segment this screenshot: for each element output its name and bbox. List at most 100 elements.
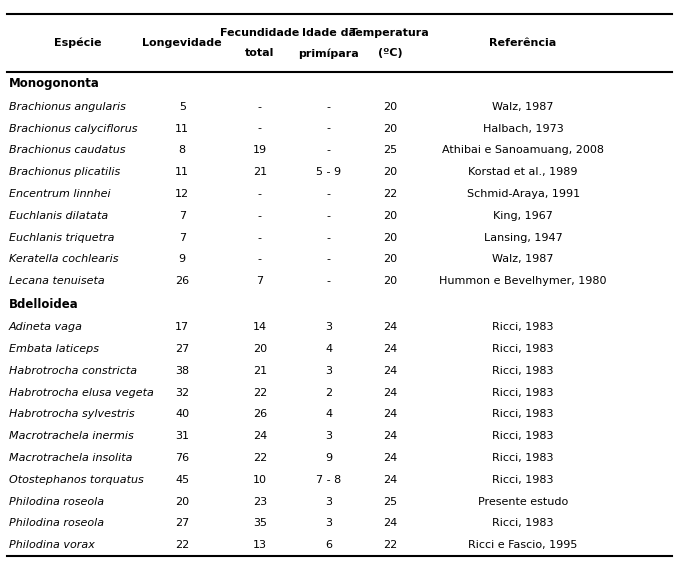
Text: 20: 20: [253, 344, 267, 354]
Text: Halbach, 1973: Halbach, 1973: [483, 123, 564, 134]
Text: Ricci, 1983: Ricci, 1983: [492, 387, 554, 398]
Text: 25: 25: [383, 497, 397, 507]
Text: 5 - 9: 5 - 9: [316, 167, 342, 177]
Text: Temperatura: Temperatura: [350, 28, 430, 38]
Text: 32: 32: [176, 387, 189, 398]
Text: 3: 3: [325, 431, 332, 441]
Text: 38: 38: [176, 366, 189, 376]
Text: Euchlanis triquetra: Euchlanis triquetra: [9, 232, 114, 243]
Text: -: -: [258, 254, 262, 265]
Text: Ricci, 1983: Ricci, 1983: [492, 453, 554, 463]
Text: 76: 76: [176, 453, 189, 463]
Text: 3: 3: [325, 366, 332, 376]
Text: -: -: [327, 123, 331, 134]
Text: 2: 2: [325, 387, 332, 398]
Text: 22: 22: [252, 387, 267, 398]
Text: Korstad et al., 1989: Korstad et al., 1989: [468, 167, 578, 177]
Text: 24: 24: [383, 409, 398, 420]
Text: 24: 24: [383, 475, 398, 485]
Text: -: -: [327, 254, 331, 265]
Text: 7: 7: [179, 232, 186, 243]
Text: 13: 13: [253, 540, 267, 550]
Text: 9: 9: [179, 254, 186, 265]
Text: Brachionus plicatilis: Brachionus plicatilis: [9, 167, 120, 177]
Text: Bdelloidea: Bdelloidea: [9, 298, 78, 311]
Text: 17: 17: [176, 322, 189, 332]
Text: 20: 20: [383, 102, 397, 112]
Text: 20: 20: [383, 167, 397, 177]
Text: Lansing, 1947: Lansing, 1947: [484, 232, 562, 243]
Text: 20: 20: [383, 276, 397, 286]
Text: 9: 9: [325, 453, 332, 463]
Text: 6: 6: [325, 540, 332, 550]
Text: -: -: [258, 123, 262, 134]
Text: 20: 20: [383, 211, 397, 221]
Text: Keratella cochlearis: Keratella cochlearis: [9, 254, 118, 265]
Text: 20: 20: [176, 497, 189, 507]
Text: -: -: [327, 211, 331, 221]
Text: Habrotrocha constricta: Habrotrocha constricta: [9, 366, 137, 376]
Text: 20: 20: [383, 123, 397, 134]
Text: Hummon e Bevelhymer, 1980: Hummon e Bevelhymer, 1980: [439, 276, 607, 286]
Text: Philodina roseola: Philodina roseola: [9, 497, 104, 507]
Text: -: -: [327, 189, 331, 199]
Text: -: -: [258, 102, 262, 112]
Text: 8: 8: [179, 145, 186, 156]
Text: 14: 14: [253, 322, 267, 332]
Text: 24: 24: [383, 431, 398, 441]
Text: Philodina roseola: Philodina roseola: [9, 518, 104, 529]
Text: Brachionus calyciflorus: Brachionus calyciflorus: [9, 123, 137, 134]
Text: total: total: [245, 48, 275, 59]
Text: 26: 26: [176, 276, 189, 286]
Text: 4: 4: [325, 409, 332, 420]
Text: -: -: [258, 211, 262, 221]
Text: Ricci, 1983: Ricci, 1983: [492, 409, 554, 420]
Text: 24: 24: [383, 518, 398, 529]
Text: 3: 3: [325, 497, 332, 507]
Text: 22: 22: [383, 540, 398, 550]
Text: -: -: [327, 102, 331, 112]
Text: Ricci e Fascio, 1995: Ricci e Fascio, 1995: [468, 540, 578, 550]
Text: (ºC): (ºC): [378, 48, 402, 59]
Text: 24: 24: [383, 322, 398, 332]
Text: 3: 3: [325, 518, 332, 529]
Text: Brachionus angularis: Brachionus angularis: [9, 102, 126, 112]
Text: 7: 7: [256, 276, 263, 286]
Text: Walz, 1987: Walz, 1987: [492, 102, 554, 112]
Text: Lecana tenuiseta: Lecana tenuiseta: [9, 276, 105, 286]
Text: -: -: [327, 232, 331, 243]
Text: Otostephanos torquatus: Otostephanos torquatus: [9, 475, 144, 485]
Text: Idade da: Idade da: [302, 28, 356, 38]
Text: King, 1967: King, 1967: [493, 211, 553, 221]
Text: Ricci, 1983: Ricci, 1983: [492, 344, 554, 354]
Text: -: -: [258, 189, 262, 199]
Text: 20: 20: [383, 232, 397, 243]
Text: 7: 7: [179, 211, 186, 221]
Text: 27: 27: [175, 344, 190, 354]
Text: 21: 21: [253, 167, 267, 177]
Text: Ricci, 1983: Ricci, 1983: [492, 475, 554, 485]
Text: 11: 11: [176, 167, 189, 177]
Text: -: -: [327, 276, 331, 286]
Text: Presente estudo: Presente estudo: [478, 497, 568, 507]
Text: 26: 26: [253, 409, 267, 420]
Text: Ricci, 1983: Ricci, 1983: [492, 518, 554, 529]
Text: primípara: primípara: [298, 48, 359, 59]
Text: -: -: [258, 232, 262, 243]
Text: 11: 11: [176, 123, 189, 134]
Text: 7 - 8: 7 - 8: [316, 475, 342, 485]
Text: Walz, 1987: Walz, 1987: [492, 254, 554, 265]
Text: Espécie: Espécie: [54, 38, 101, 48]
Text: 12: 12: [176, 189, 189, 199]
Text: 31: 31: [176, 431, 189, 441]
Text: Euchlanis dilatata: Euchlanis dilatata: [9, 211, 108, 221]
Text: Habrotrocha elusa vegeta: Habrotrocha elusa vegeta: [9, 387, 154, 398]
Text: 22: 22: [383, 189, 398, 199]
Text: 22: 22: [175, 540, 190, 550]
Text: 24: 24: [383, 387, 398, 398]
Text: 10: 10: [253, 475, 267, 485]
Text: 23: 23: [253, 497, 267, 507]
Text: Encentrum linnhei: Encentrum linnhei: [9, 189, 111, 199]
Text: 24: 24: [383, 366, 398, 376]
Text: 19: 19: [253, 145, 267, 156]
